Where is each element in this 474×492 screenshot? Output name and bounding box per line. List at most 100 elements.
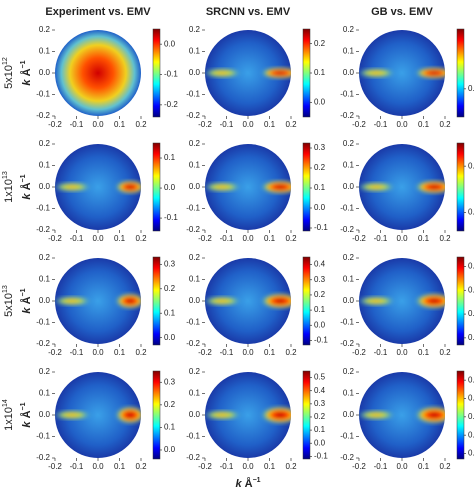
colorbar-tick-label: 0.1: [314, 68, 326, 77]
heatmap: [205, 258, 291, 344]
colorbar: [456, 28, 465, 118]
colorbar-tick-label: 0.2: [314, 412, 326, 421]
colorbar: [302, 256, 311, 346]
heatmap-jet: [359, 182, 396, 192]
y-tick-label: -0.1: [186, 90, 200, 99]
x-tick-label: 0.2: [285, 348, 297, 357]
x-tick-label: 0.2: [135, 120, 147, 129]
x-tick-label: 0.2: [439, 120, 451, 129]
colorbar-tick-label: 0.2: [314, 39, 326, 48]
axis-label-exp: −1: [20, 402, 27, 410]
heatmap-jet: [260, 406, 291, 424]
colorbar: [456, 256, 465, 346]
row-label-exp: 13: [2, 285, 9, 293]
y-tick-label: -0.1: [36, 432, 50, 441]
x-tick-label: 0.0: [396, 462, 408, 471]
x-tick-label: 0.2: [135, 348, 147, 357]
y-tick-label: -0.2: [36, 111, 50, 120]
heatmap-jet: [414, 180, 445, 194]
heatmap: [55, 258, 141, 344]
heatmap-bg: [55, 30, 141, 116]
y-tick-label: 0.1: [343, 47, 355, 56]
heatmap-jet: [205, 182, 242, 192]
heatmap-body: [55, 372, 141, 458]
heatmap-jet: [260, 67, 291, 79]
y-tick-label: 0.2: [39, 367, 51, 376]
heatmap-body: [205, 144, 291, 230]
colorbar-tick-label: -0.1: [164, 213, 178, 222]
colorbar: [302, 370, 311, 460]
y-tick-label: 0.1: [343, 161, 355, 170]
y-tick-label: -0.1: [36, 90, 50, 99]
row-label-exp: 12: [2, 57, 9, 65]
x-tick-label: 0.1: [418, 120, 430, 129]
y-tick-label: 0.0: [39, 68, 51, 77]
y-tick-label: -0.2: [340, 339, 354, 348]
colorbar: [456, 142, 465, 232]
y-tick-label: -0.2: [186, 111, 200, 120]
colorbar-tick-label: -0.1: [164, 70, 178, 79]
colorbar-tick-label: 0.3: [314, 143, 326, 152]
x-tick-label: -0.2: [352, 120, 366, 129]
colorbar-tick-label: 0.1: [314, 183, 326, 192]
x-tick-label: 0.1: [264, 462, 276, 471]
x-tick-label: 0.1: [114, 348, 126, 357]
x-tick-label: -0.2: [198, 462, 212, 471]
heatmap: [359, 372, 445, 458]
y-tick-label: -0.1: [340, 204, 354, 213]
heatmap-jet: [359, 410, 396, 420]
row-label: 1x1013: [2, 171, 15, 203]
axis-label-exp: −1: [20, 60, 27, 68]
x-tick-label: -0.1: [220, 462, 234, 471]
y-tick-label: 0.1: [343, 275, 355, 284]
y-tick-label: 0.1: [189, 47, 201, 56]
x-tick-label: -0.1: [374, 348, 388, 357]
x-tick-label: -0.2: [48, 120, 62, 129]
x-tick-label: -0.1: [70, 120, 84, 129]
heatmap: [205, 30, 291, 116]
colorbar-tick-label: 0.2: [164, 284, 176, 293]
y-tick-label: 0.0: [343, 68, 355, 77]
y-tick-label: -0.1: [186, 432, 200, 441]
y-tick-label: -0.1: [340, 318, 354, 327]
x-tick-label: 0.0: [242, 234, 254, 243]
y-tick-label: -0.1: [340, 432, 354, 441]
axis-label: k Å−1: [235, 477, 260, 490]
y-tick-label: -0.2: [340, 453, 354, 462]
colorbar-tick-label: 0.1: [164, 308, 176, 317]
colorbar-tick-label: 0.3: [164, 259, 176, 268]
y-tick-label: 0.2: [189, 367, 201, 376]
y-tick-label: 0.1: [39, 389, 51, 398]
heatmap-jet: [205, 410, 242, 420]
heatmap: [359, 30, 445, 116]
y-tick-label: -0.2: [186, 225, 200, 234]
x-tick-label: -0.2: [48, 462, 62, 471]
heatmap-jet: [205, 296, 242, 306]
x-tick-label: 0.0: [396, 120, 408, 129]
x-tick-label: 0.2: [285, 234, 297, 243]
x-tick-label: -0.1: [70, 234, 84, 243]
colorbar-tick-label: 0.0: [164, 39, 176, 48]
heatmap-jet: [55, 296, 92, 306]
y-tick-label: 0.0: [189, 296, 201, 305]
colorbar-tick-label: 0.2: [314, 290, 326, 299]
colorbar-tick-label: 0.0: [164, 183, 176, 192]
heatmap: [55, 144, 141, 230]
y-tick-label: -0.1: [36, 204, 50, 213]
x-tick-label: 0.1: [264, 234, 276, 243]
axis-label-exp: −1: [20, 288, 27, 296]
x-tick-label: -0.1: [374, 462, 388, 471]
colorbar-tick-label: 0.1: [164, 423, 176, 432]
heatmap: [359, 144, 445, 230]
y-tick-label: 0.1: [189, 389, 201, 398]
heatmap: [205, 144, 291, 230]
row-label-base: 1x10: [3, 179, 15, 203]
colorbar: [152, 28, 161, 118]
x-tick-label: -0.1: [220, 234, 234, 243]
colorbar: [302, 142, 311, 232]
colorbar-tick-label: 0.0: [314, 203, 326, 212]
colorbar-tick-label: 0.0: [468, 333, 474, 342]
y-tick-label: 0.0: [189, 68, 201, 77]
y-tick-label: -0.2: [340, 111, 354, 120]
column-title: Experiment vs. EMV: [45, 6, 151, 18]
